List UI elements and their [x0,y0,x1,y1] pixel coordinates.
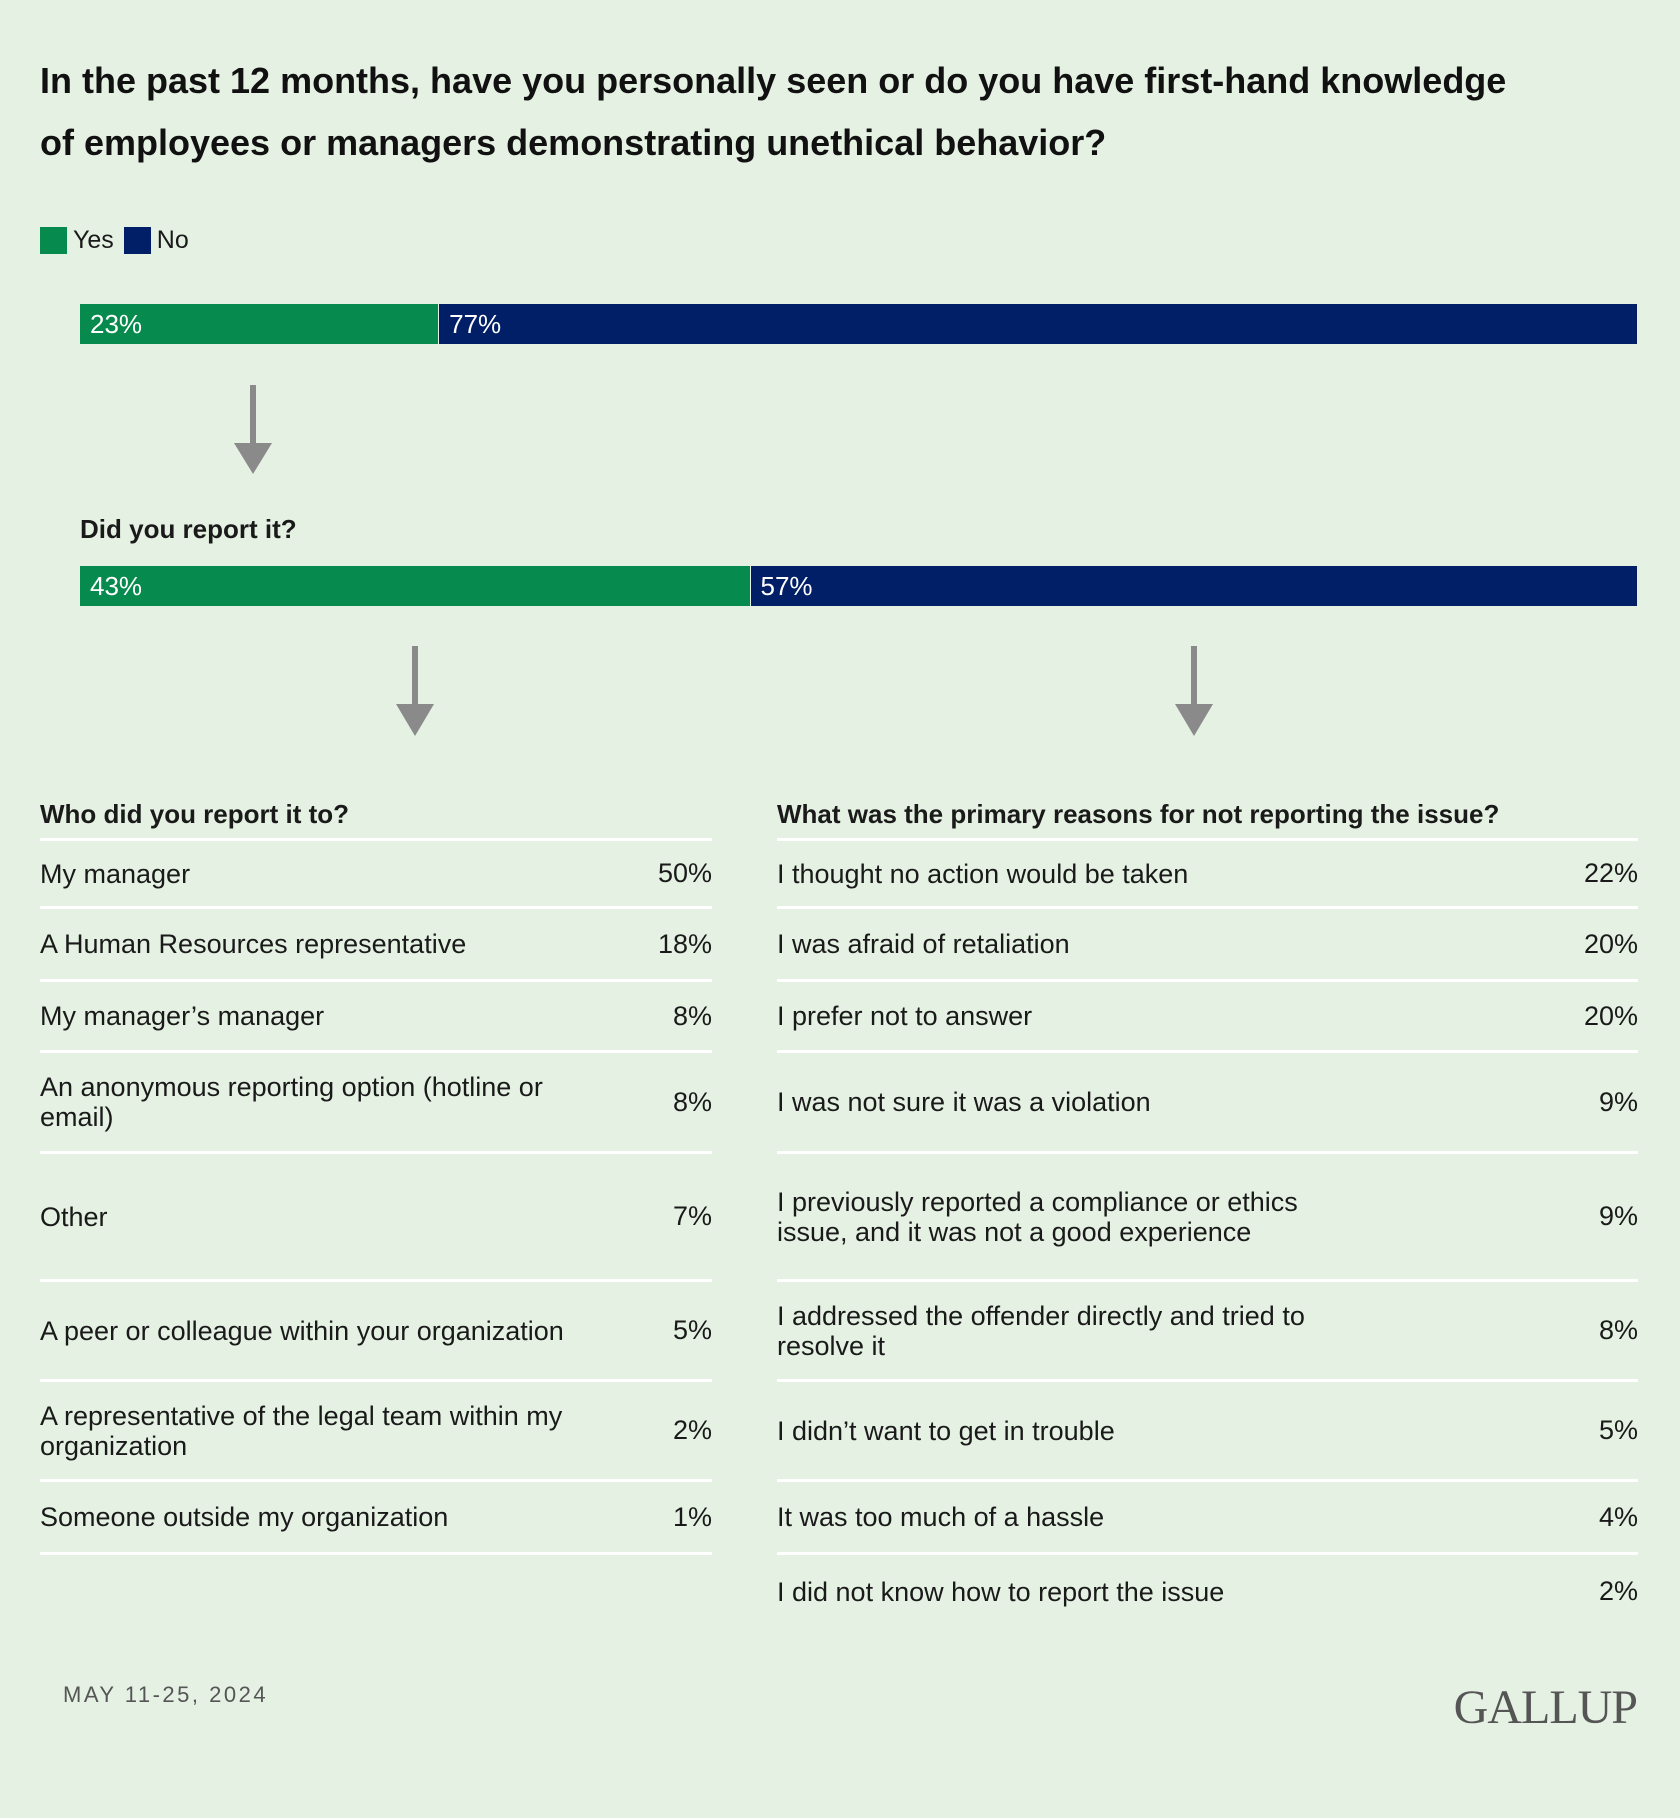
table-row: Other 7% [40,1154,712,1282]
logo: GALLUP [1453,1681,1638,1734]
row-value: 20% [1583,1000,1638,1031]
table-row: I didn’t want to get in trouble 5% [777,1382,1638,1482]
table-row: I thought no action would be taken 22% [777,841,1638,909]
table-header: Who did you report it to? [40,790,712,841]
row-label: A peer or colleague within your organiza… [40,1315,564,1346]
stacked-bar: 43% 57% [80,566,1637,606]
table-row: My manager’s manager 8% [40,982,712,1053]
row-value: 22% [1583,858,1638,888]
row-label: Other [40,1201,108,1232]
row-label: A Human Resources representative [40,929,467,959]
row-label: I was not sure it was a violation [777,1087,1151,1117]
row-label: I didn’t want to get in trouble [777,1415,1115,1446]
date: MAY 11-25, 2024 [63,1682,269,1707]
row-label: My manager’s manager [40,1001,325,1031]
table-row: Someone outside my organization 1% [40,1482,712,1555]
table-row: I did not know how to report the issue 2% [777,1555,1638,1628]
row-label: I previously reported a compliance or et… [777,1186,1298,1247]
row-value: 1% [672,1501,712,1532]
bar-segment: 43% [80,566,750,606]
table-row: My manager 50% [40,841,712,909]
legend-label: Yes [73,226,114,254]
row-value: 9% [1598,1201,1638,1231]
bar-segment: 77% [438,304,1637,344]
row-value: 8% [1598,1315,1638,1345]
value-label: 43% [90,570,143,601]
row-value: 5% [672,1315,712,1345]
row-value: 7% [672,1201,712,1231]
table-row: An anonymous reporting option (hotline o… [40,1053,712,1154]
row-value: 5% [1598,1415,1638,1445]
legend-swatch [40,227,67,254]
table: Who did you report it to? My manager 50% A … [40,790,712,1555]
table-row: A Human Resources representative 18% [40,909,712,982]
bar-segment: 57% [749,566,1637,606]
row-value: 2% [672,1415,712,1445]
table-row: I prefer not to answer 20% [777,982,1638,1053]
legend-item: No [123,226,189,255]
table-row: I was not sure it was a violation 9% [777,1053,1638,1154]
row-label: Someone outside my organization [40,1502,449,1532]
value-label: 77% [449,308,502,339]
row-value: 9% [1598,1086,1638,1117]
row-value: 4% [1598,1501,1638,1532]
table-row: I was afraid of retaliation 20% [777,909,1638,982]
arrows [234,385,1213,736]
arrow [1175,646,1213,736]
bar-segment: 23% [80,304,439,344]
legend-swatch [123,227,151,254]
stacked-bar: 23% 77% [80,304,1637,344]
table-header: What was the primary reasons for not rep… [777,790,1638,841]
row-value: 8% [672,1000,712,1031]
row-label: I thought no action would be taken [777,858,1189,889]
row-label: My manager [40,858,191,889]
row-label: I was afraid of retaliation [777,929,1070,959]
arrow [234,385,272,474]
table-row: A peer or colleague within your organiza… [40,1282,712,1382]
row-label: It was too much of a hassle [777,1502,1105,1532]
row-label: I addressed the offender directly and tr… [777,1300,1305,1361]
row-label: A representative of the legal team withi… [40,1400,563,1461]
row-value: 2% [1598,1576,1638,1606]
row-label: An anonymous reporting option (hotline o… [40,1072,543,1132]
table-row: I addressed the offender directly and tr… [777,1282,1638,1382]
row-label: I prefer not to answer [777,1001,1033,1031]
row-label: I did not know how to report the issue [777,1576,1225,1607]
table-row: I previously reported a compliance or et… [777,1154,1638,1282]
row-value: 18% [657,928,712,959]
row-value: 8% [672,1086,712,1117]
table-row: It was too much of a hassle 4% [777,1482,1638,1555]
arrow [396,646,434,736]
legend-item: Yes [40,226,114,255]
table: What was the primary reasons for not rep… [777,790,1638,1628]
subtitle: Did you report it? [80,514,297,544]
row-value: 20% [1583,928,1638,959]
table-row: A representative of the legal team withi… [40,1382,712,1482]
title: In the past 12 months, have you personal… [40,60,1507,163]
legend: Yes No [40,226,199,255]
row-value: 50% [657,858,712,888]
value-label: 23% [90,308,143,339]
value-label: 57% [760,570,813,601]
legend-label: No [156,226,189,254]
